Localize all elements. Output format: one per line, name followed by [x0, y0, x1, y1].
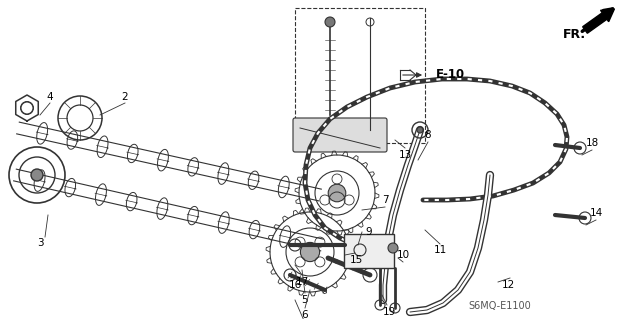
Text: 14: 14: [589, 208, 603, 218]
Text: 5: 5: [301, 295, 308, 305]
Circle shape: [417, 127, 423, 133]
Text: 4: 4: [47, 92, 53, 102]
Text: FR.: FR.: [563, 27, 586, 41]
Text: 6: 6: [301, 310, 308, 319]
Circle shape: [388, 243, 398, 253]
Text: S6MQ-E1100: S6MQ-E1100: [468, 301, 531, 311]
Text: 13: 13: [398, 150, 412, 160]
Circle shape: [325, 17, 335, 27]
Text: 9: 9: [365, 227, 372, 237]
FancyBboxPatch shape: [344, 234, 394, 268]
FancyBboxPatch shape: [293, 118, 387, 152]
Text: E-10: E-10: [435, 69, 465, 81]
Text: 15: 15: [349, 255, 363, 265]
Circle shape: [300, 242, 319, 262]
Text: 11: 11: [433, 245, 447, 255]
Text: 18: 18: [586, 138, 598, 148]
Text: 7: 7: [381, 195, 388, 205]
Circle shape: [328, 184, 346, 202]
Text: 3: 3: [36, 238, 44, 248]
Text: 2: 2: [122, 92, 128, 102]
Bar: [295, 8, 425, 143]
Text: 19: 19: [382, 307, 396, 317]
Text: 10: 10: [396, 250, 410, 260]
Text: 12: 12: [501, 280, 515, 290]
Circle shape: [31, 169, 43, 181]
Text: 8: 8: [425, 130, 431, 140]
Text: 16: 16: [289, 280, 301, 290]
Text: 17: 17: [296, 277, 308, 287]
FancyArrow shape: [582, 9, 614, 33]
